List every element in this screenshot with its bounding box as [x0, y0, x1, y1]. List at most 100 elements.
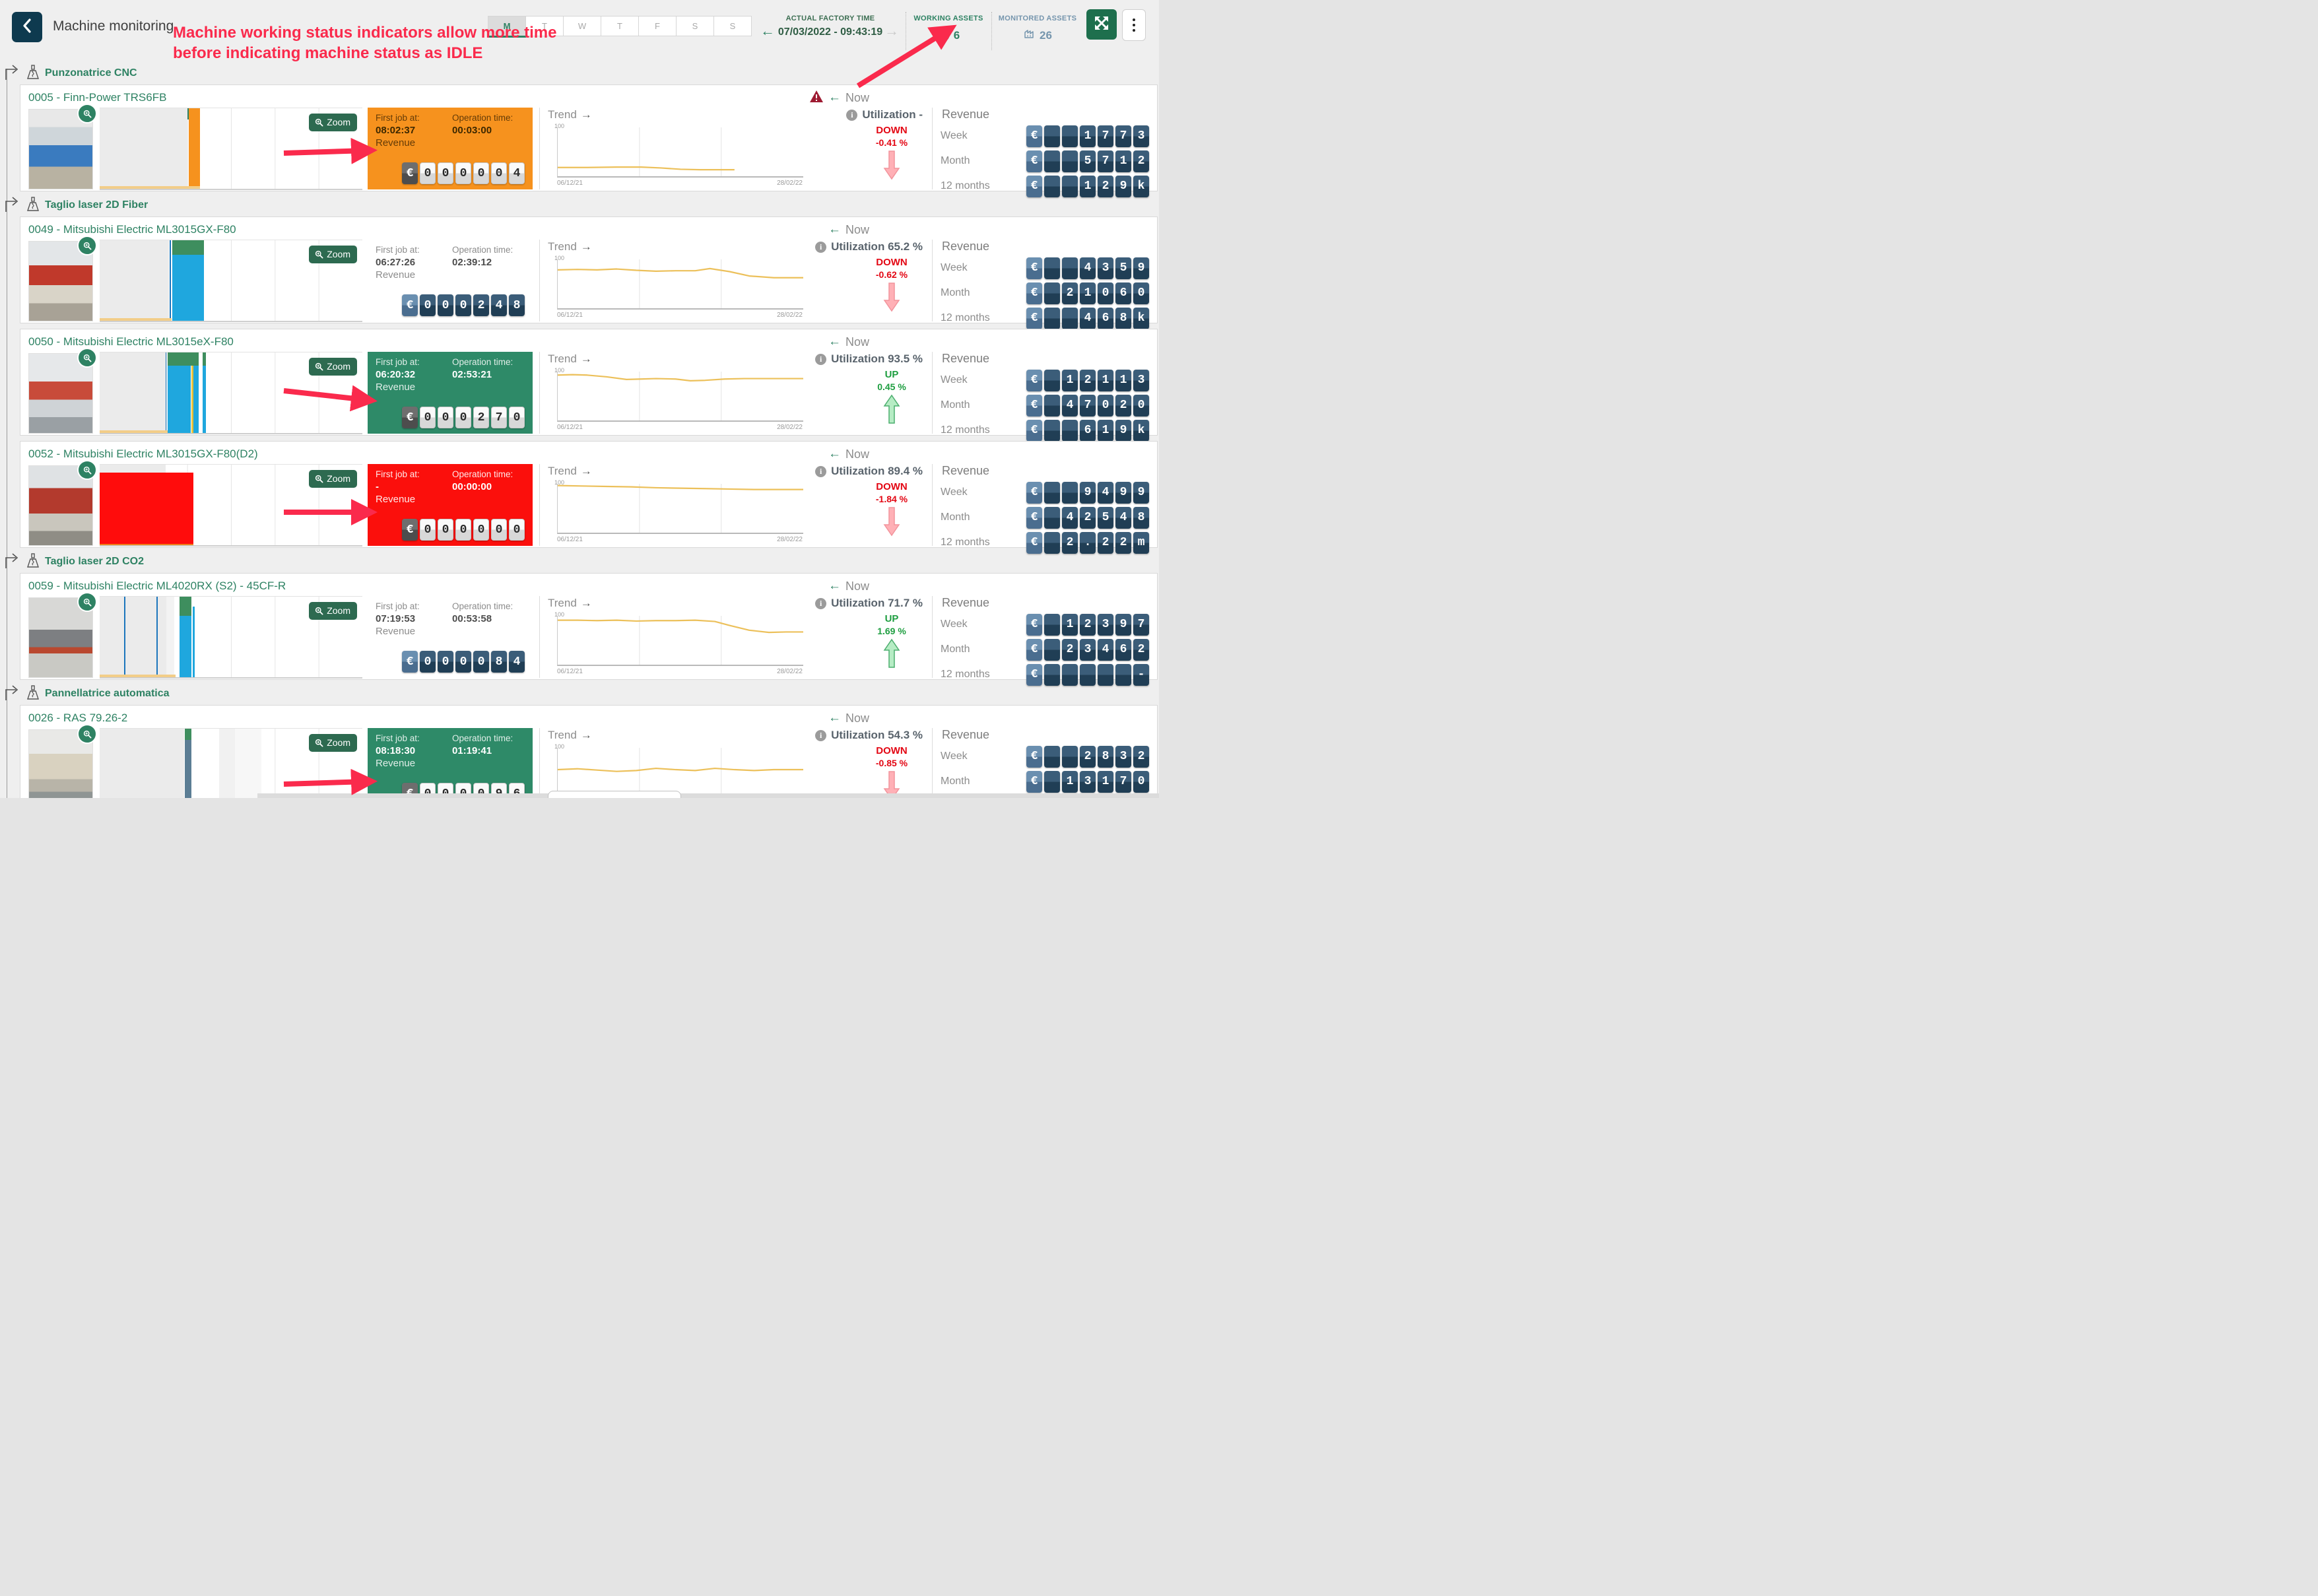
- fullscreen-button[interactable]: [1086, 9, 1117, 40]
- timeline-zoom-button[interactable]: Zoom: [309, 114, 357, 131]
- digit-block: 0: [473, 651, 489, 673]
- photo-magnifier-icon[interactable]: [77, 104, 97, 123]
- trend-arrow-icon[interactable]: →: [580, 108, 592, 121]
- info-icon[interactable]: i: [815, 465, 827, 477]
- timeline-segment: [172, 254, 204, 321]
- trend-section: Trend → i Utilization 54.3 % 100: [548, 728, 925, 798]
- photo-magnifier-icon[interactable]: [77, 348, 97, 368]
- digit-block: 4: [1115, 506, 1131, 529]
- next-day-arrow[interactable]: →: [884, 22, 899, 39]
- timeline-zoom-button[interactable]: Zoom: [309, 470, 357, 488]
- revenue-period-odometer: €1 3 1 7 0: [1024, 770, 1149, 793]
- trend-delta: DOWN -1.84 %: [867, 481, 916, 540]
- previous-day-arrow[interactable]: ←: [760, 22, 775, 39]
- revenue-period-label: Week: [941, 374, 968, 385]
- machine-name[interactable]: 0059 - Mitsubishi Electric ML4020RX (S2)…: [28, 580, 286, 592]
- delta-direction-label: DOWN: [876, 257, 908, 268]
- photo-magnifier-icon[interactable]: [77, 236, 97, 255]
- day-button-0[interactable]: M: [488, 16, 526, 38]
- first-job-label: First job at:: [376, 113, 420, 123]
- euro-digit-block: €: [1026, 663, 1042, 686]
- digit-block: 9: [1133, 257, 1149, 279]
- tree-elbow-arrow-icon: [4, 684, 21, 704]
- day-button-1[interactable]: T: [525, 16, 564, 36]
- first-job-value: -: [376, 481, 379, 492]
- utilization-chart: [557, 127, 803, 178]
- operation-time-value: 00:00:00: [452, 481, 492, 492]
- machine-name[interactable]: 0050 - Mitsubishi Electric ML3015eX-F80: [28, 335, 234, 348]
- digit-block: [1062, 257, 1078, 279]
- timeline-segment: [100, 729, 185, 798]
- info-icon[interactable]: i: [815, 729, 827, 741]
- back-button[interactable]: [12, 12, 42, 42]
- day-button-2[interactable]: W: [563, 16, 601, 36]
- info-icon[interactable]: i: [846, 109, 858, 121]
- utilization-label: Utilization: [831, 465, 885, 477]
- euro-digit-block: €: [402, 294, 418, 316]
- digit-block: 2: [1098, 175, 1113, 197]
- more-options-button[interactable]: [1122, 9, 1146, 41]
- machine-timeline[interactable]: Zoom: [100, 464, 362, 547]
- chart-ymax-label: 100: [554, 743, 565, 750]
- timeline-zoom-button[interactable]: Zoom: [309, 602, 357, 620]
- section-header: Taglio laser 2D CO2: [4, 552, 1159, 570]
- now-label: Now: [845, 447, 869, 461]
- trend-label: Trend: [548, 352, 577, 365]
- revenue-period-odometer: €2 1 0 6 0: [1024, 282, 1149, 304]
- info-icon[interactable]: i: [815, 353, 827, 365]
- digit-block: 8: [491, 651, 507, 673]
- machine-name[interactable]: 0005 - Finn-Power TRS6FB: [28, 91, 167, 104]
- machine-timeline[interactable]: Zoom: [100, 240, 362, 322]
- scrollbar-thumb[interactable]: [548, 791, 681, 798]
- timeline-zoom-button[interactable]: Zoom: [309, 734, 357, 752]
- day-button-4[interactable]: F: [638, 16, 677, 36]
- trend-arrow-icon[interactable]: →: [580, 729, 592, 741]
- photo-magnifier-icon[interactable]: [77, 460, 97, 480]
- digit-block: 9: [1080, 481, 1096, 504]
- chart-ymax-label: 100: [554, 123, 565, 129]
- info-icon[interactable]: i: [815, 597, 827, 609]
- machine-name[interactable]: 0026 - RAS 79.26-2: [28, 712, 128, 724]
- machine-timeline[interactable]: Zoom: [100, 108, 362, 190]
- revenue-header: Revenue: [942, 352, 990, 365]
- delta-percent: -0.41 %: [875, 137, 908, 148]
- revenue-period-label: Month: [941, 644, 970, 655]
- trend-arrow-icon[interactable]: →: [580, 352, 592, 365]
- digit-block: m: [1133, 531, 1149, 554]
- chart-ymax-label: 100: [554, 611, 565, 618]
- euro-digit-block: €: [1026, 282, 1042, 304]
- machine-name[interactable]: 0052 - Mitsubishi Electric ML3015GX-F80(…: [28, 448, 258, 460]
- day-button-5[interactable]: S: [676, 16, 714, 36]
- chart-end-date: 28/02/22: [777, 668, 803, 675]
- digit-block: 2: [1080, 369, 1096, 391]
- photo-magnifier-icon[interactable]: [77, 592, 97, 612]
- timeline-zoom-button[interactable]: Zoom: [309, 246, 357, 263]
- timeline-zoom-button[interactable]: Zoom: [309, 358, 357, 376]
- day-button-6[interactable]: S: [713, 16, 752, 36]
- machine-timeline[interactable]: Zoom: [100, 352, 362, 434]
- trend-arrow-icon[interactable]: →: [580, 597, 592, 609]
- machine-timeline[interactable]: Zoom: [100, 728, 362, 798]
- digit-block: 2: [1062, 638, 1078, 661]
- machine-timeline[interactable]: Zoom: [100, 596, 362, 679]
- trend-arrow-icon[interactable]: →: [580, 465, 592, 477]
- trend-arrow-icon[interactable]: →: [580, 240, 592, 253]
- column-divider: [539, 108, 540, 189]
- operation-time-value: 01:19:41: [452, 745, 492, 756]
- photo-magnifier-icon[interactable]: [77, 724, 97, 744]
- info-icon[interactable]: i: [815, 241, 827, 253]
- machine-status-panel: First job at: Operation time: 06:27:26 0…: [368, 240, 533, 321]
- day-button-3[interactable]: T: [601, 16, 639, 36]
- horizontal-scrollbar[interactable]: [257, 793, 1159, 798]
- working-assets-icon: [937, 26, 950, 43]
- machine-name[interactable]: 0049 - Mitsubishi Electric ML3015GX-F80: [28, 223, 236, 236]
- now-arrow-icon: ←: [828, 579, 841, 593]
- euro-digit-block: €: [1026, 419, 1042, 442]
- digit-block: [1044, 369, 1060, 391]
- utilization-value: 71.7 %: [888, 597, 923, 609]
- utilization-value: 65.2 %: [888, 240, 923, 253]
- chart-ymax-label: 100: [554, 367, 565, 374]
- revenue-period-odometer: €1 2 1 1 3: [1024, 369, 1149, 391]
- digit-block: 2: [1098, 531, 1113, 554]
